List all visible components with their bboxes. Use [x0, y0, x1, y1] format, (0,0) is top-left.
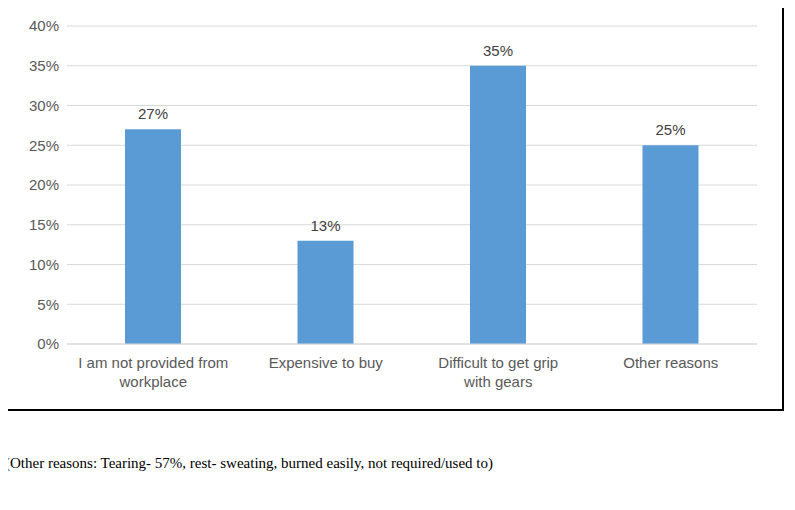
- svg-text:with gears: with gears: [463, 373, 532, 390]
- svg-text:Other reasons: Other reasons: [623, 354, 718, 371]
- svg-text:13%: 13%: [310, 217, 340, 234]
- svg-text:workplace: workplace: [118, 373, 187, 390]
- svg-text:25%: 25%: [29, 137, 59, 154]
- svg-text:I am not provided from: I am not provided from: [78, 354, 228, 371]
- svg-text:15%: 15%: [29, 216, 59, 233]
- svg-text:5%: 5%: [37, 296, 59, 313]
- svg-text:35%: 35%: [483, 42, 513, 59]
- svg-text:10%: 10%: [29, 256, 59, 273]
- svg-text:Expensive to buy: Expensive to buy: [269, 354, 384, 371]
- svg-text:0%: 0%: [37, 335, 59, 352]
- svg-text:30%: 30%: [29, 97, 59, 114]
- svg-text:20%: 20%: [29, 176, 59, 193]
- svg-text:40%: 40%: [29, 17, 59, 34]
- html-text:(Other reasons: Tearing- 57%,: (Other reasons: Tearing- 57%, rest- swea…: [5, 455, 493, 471]
- svg-text:25%: 25%: [655, 121, 685, 138]
- svg-text:35%: 35%: [29, 57, 59, 74]
- svg-text:27%: 27%: [138, 105, 168, 122]
- svg-text:Difficult to get grip: Difficult to get grip: [438, 354, 558, 371]
